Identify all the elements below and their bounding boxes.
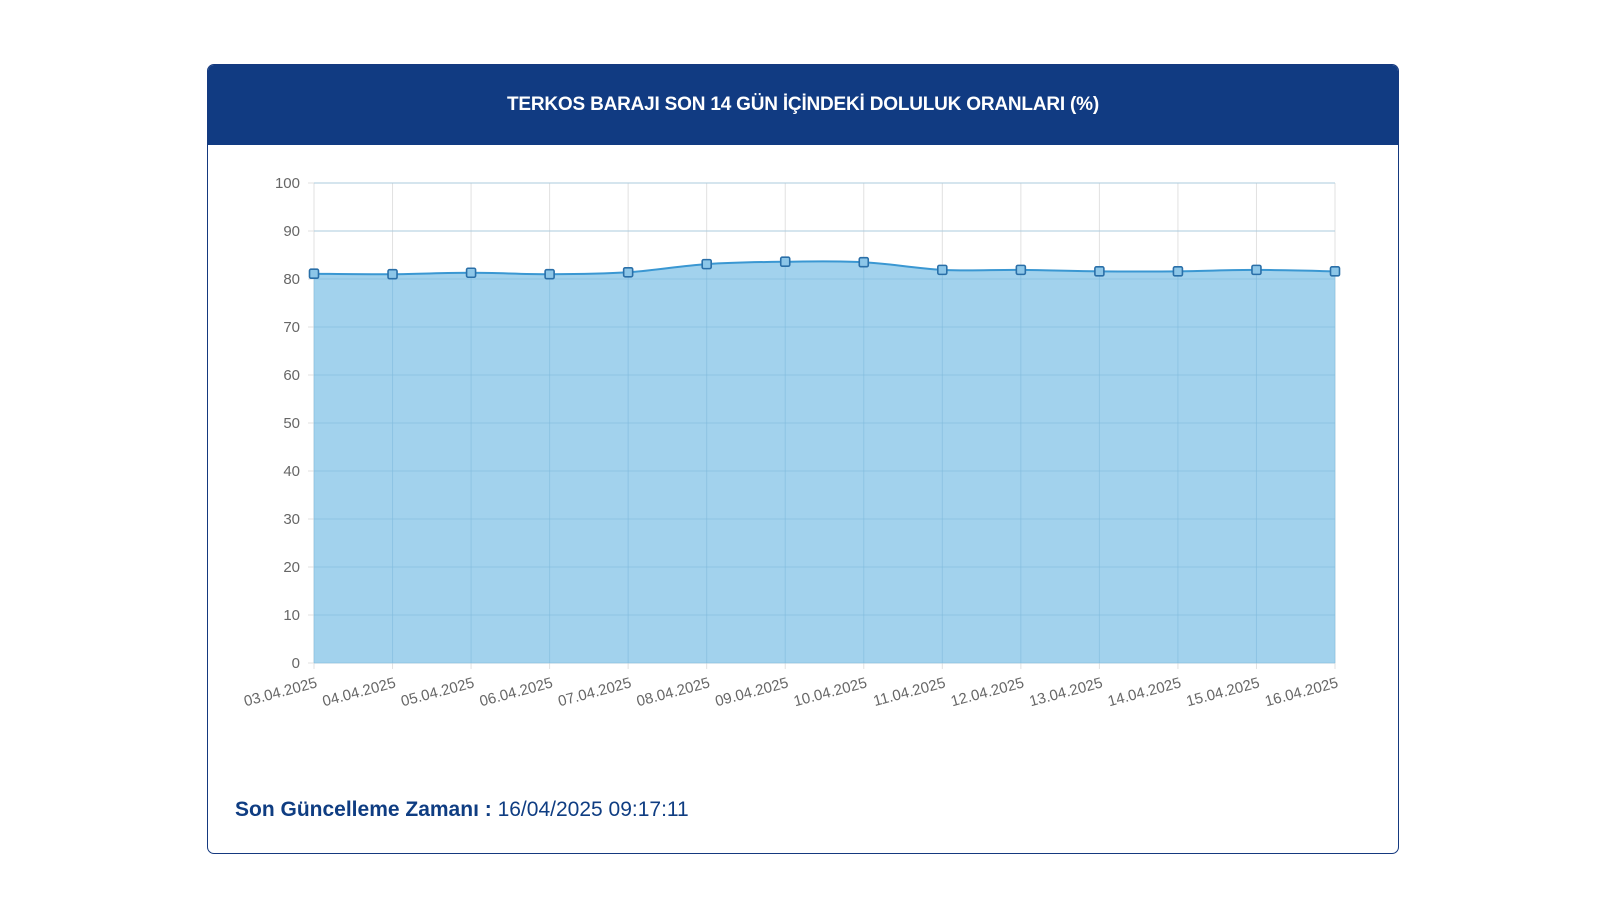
y-tick-label: 50 [283, 415, 300, 432]
area-fill [314, 261, 1335, 663]
x-tick-label: 09.04.2025 [713, 674, 790, 710]
x-tick-label: 11.04.2025 [871, 674, 947, 710]
card-header: TERKOS BARAJI SON 14 GÜN İÇİNDEKİ DOLULU… [208, 65, 1398, 145]
y-tick-label: 20 [283, 559, 300, 576]
y-tick-label: 100 [275, 175, 300, 192]
x-tick-label: 05.04.2025 [399, 674, 476, 710]
x-tick-label: 03.04.2025 [242, 674, 319, 710]
y-tick-label: 30 [283, 511, 300, 528]
chart-area: 0 10 20 30 40 50 60 70 80 90 100 03.04.2025 04.04.20… [208, 145, 1397, 795]
chart-card: TERKOS BARAJI SON 14 GÜN İÇİNDEKİ DOLULU… [207, 64, 1399, 854]
last-update-label: Son Güncelleme Zamanı : [235, 798, 492, 821]
y-tick-label: 10 [283, 607, 300, 624]
data-point [544, 268, 555, 280]
y-tick-label: 90 [283, 223, 300, 240]
x-tick-label: 04.04.2025 [321, 674, 398, 710]
x-tick-label: 14.04.2025 [1106, 674, 1183, 710]
last-update: Son Güncelleme Zamanı : 16/04/2025 09:17… [235, 798, 689, 822]
data-point [1329, 266, 1341, 277]
last-update-value: 16/04/2025 09:17:11 [497, 798, 689, 821]
x-tick-label: 07.04.2025 [556, 674, 633, 710]
y-tick-label: 70 [283, 319, 300, 336]
data-point [465, 267, 477, 279]
data-point [779, 256, 791, 268]
data-point [308, 268, 320, 280]
x-tick-label: 08.04.2025 [635, 674, 712, 710]
data-point [1172, 266, 1184, 277]
x-tick-label: 10.04.2025 [792, 674, 869, 710]
data-point [387, 268, 398, 280]
series-line [313, 260, 1336, 276]
chart-title: TERKOS BARAJI SON 14 GÜN İÇİNDEKİ DOLULU… [507, 94, 1099, 115]
y-tick-label: 60 [283, 367, 300, 384]
data-point [622, 266, 634, 278]
x-tick-label: 06.04.2025 [478, 674, 555, 710]
y-tick-label: 0 [292, 655, 300, 672]
x-tick-label: 13.04.2025 [1028, 674, 1105, 710]
data-point [701, 258, 712, 270]
x-tick-label: 12.04.2025 [949, 674, 1026, 710]
y-tick-label: 40 [283, 463, 300, 480]
data-point [858, 256, 870, 268]
data-point [1015, 264, 1027, 276]
data-point [1251, 264, 1262, 276]
x-tick-label: 16.04.2025 [1263, 674, 1340, 710]
area-chart: 0 10 20 30 40 50 60 70 80 90 100 03.04.2025 04.04.20… [242, 175, 1341, 710]
x-tick-label: 15.04.2025 [1185, 674, 1262, 710]
y-tick-label: 80 [283, 271, 300, 288]
data-point [937, 264, 948, 276]
data-point [1094, 266, 1105, 277]
